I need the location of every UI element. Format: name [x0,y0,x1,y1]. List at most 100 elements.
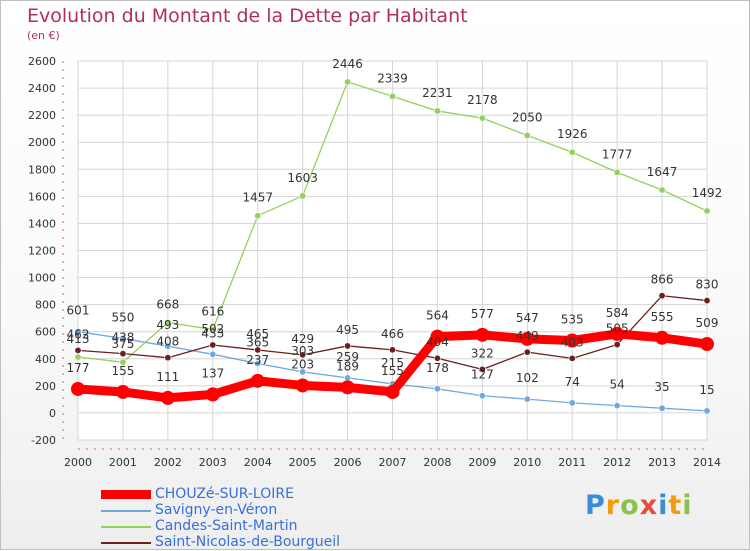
y-tick-label: 2600 [28,55,56,68]
y-tick-label: 200 [35,380,56,393]
data-point [478,365,486,373]
data-label: 466 [381,327,404,341]
data-label: 2446 [332,57,363,71]
y-tick-label: 600 [35,326,56,339]
data-label: 1457 [242,191,273,205]
data-point [299,351,307,359]
data-label: 215 [381,356,404,370]
data-label: 2339 [377,71,408,85]
data-label: 111 [156,370,179,384]
data-point [344,78,352,86]
logo-letter: o [620,490,640,521]
data-point [568,399,576,407]
data-point [164,354,172,362]
data-label: 74 [565,375,580,389]
data-label: 1647 [647,165,678,179]
data-label: 15 [699,383,714,397]
data-point [164,319,172,327]
data-point [299,192,307,200]
data-point [71,381,85,396]
data-label: 502 [201,322,224,336]
data-label: 2050 [512,110,543,124]
data-point [568,148,576,156]
data-point [610,326,625,341]
data-label: 866 [651,273,674,287]
x-tick-label: 2004 [244,456,272,469]
legend-label: CHOUZé-SUR-LOIRE [155,486,294,502]
x-tick-label: 2005 [289,456,317,469]
data-point [613,168,621,176]
data-point [703,207,711,215]
data-label: 189 [336,359,359,373]
data-label: 830 [696,278,719,292]
data-label: 35 [654,380,669,394]
data-point [568,354,576,362]
data-label: 465 [246,327,269,341]
data-label: 555 [651,310,674,324]
y-tick-label: 1200 [28,245,56,258]
data-label: 375 [111,337,134,351]
data-point [295,378,310,393]
data-point [700,337,714,352]
x-tick-label: 2014 [693,456,721,469]
x-tick-label: 2013 [648,456,676,469]
logo-letter: x [639,490,659,521]
data-point [74,328,82,336]
x-tick-label: 2011 [558,456,586,469]
data-point [344,342,352,350]
legend-label: Candes-Saint-Martin [155,518,298,534]
logo-letter: t [668,490,683,521]
data-point [703,297,711,305]
x-tick-label: 2008 [423,456,451,469]
data-label: 564 [426,309,449,323]
data-label: 155 [111,364,134,378]
data-label: 178 [426,361,449,375]
data-point [520,331,535,346]
data-point [613,402,621,410]
data-label: 429 [291,332,314,346]
data-label: 155 [381,364,404,378]
data-label: 1926 [557,127,588,141]
legend-swatch [101,490,151,499]
legend-swatch [101,542,151,544]
y-tick-label: 0 [49,407,56,420]
data-label: 601 [67,304,90,318]
chart-subtitle: (en €) [27,29,60,42]
data-label: 2178 [467,93,498,107]
data-label: 668 [156,298,179,312]
x-tick-label: 2006 [334,456,362,469]
data-label: 127 [471,368,494,382]
x-tick-label: 2010 [513,456,541,469]
data-point [703,407,711,415]
data-point [433,107,441,115]
data-label: 177 [67,361,90,375]
data-point [523,395,531,403]
data-label: 1492 [692,186,723,200]
data-label: 584 [606,306,629,320]
data-label: 462 [67,327,90,341]
data-point [209,326,217,334]
data-label: 495 [336,323,359,337]
data-label: 505 [606,322,629,336]
data-point [164,342,172,350]
chart-title: Evolution du Montant de la Dette par Hab… [27,5,468,27]
data-label: 404 [426,335,449,349]
legend-swatch [101,510,151,512]
data-point [433,385,441,393]
y-tick-label: 2200 [28,109,56,122]
data-point [523,131,531,139]
x-tick-label: 2007 [379,456,407,469]
x-tick-label: 2012 [603,456,631,469]
data-label: 365 [246,336,269,350]
data-point [430,329,445,344]
data-point [658,186,666,194]
data-point [115,384,130,399]
data-label: 438 [111,331,134,345]
data-label: 1603 [287,171,318,185]
x-tick-label: 2001 [109,456,137,469]
data-point [344,374,352,382]
data-label: 509 [696,316,719,330]
x-tick-label: 2002 [154,456,182,469]
data-point [655,330,670,345]
legend-label: Saint-Nicolas-de-Bourgueil [155,534,340,550]
